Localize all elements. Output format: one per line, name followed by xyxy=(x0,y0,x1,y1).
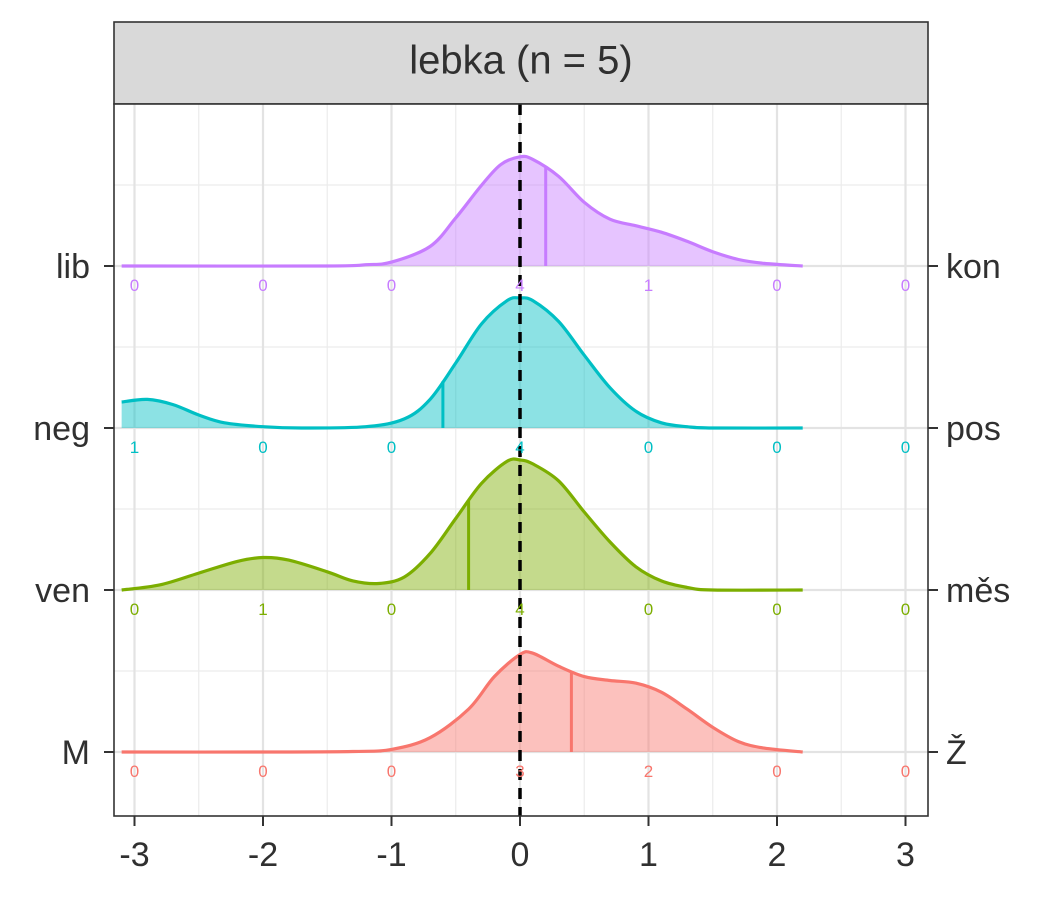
count-label: 0 xyxy=(258,276,267,295)
y-label-right: Ž xyxy=(946,734,967,772)
count-label: 0 xyxy=(258,762,267,781)
y-label-left: neg xyxy=(33,410,90,448)
ridge-outline xyxy=(121,457,803,592)
count-label: 0 xyxy=(772,438,781,457)
x-tick-label: 1 xyxy=(639,836,658,874)
count-label: 0 xyxy=(258,438,267,457)
count-label: 0 xyxy=(644,600,653,619)
y-label-right: pos xyxy=(946,410,1001,448)
facet-title: lebka (n = 5) xyxy=(409,39,632,83)
ridge-outline xyxy=(121,650,803,754)
y-label-left: M xyxy=(62,734,90,772)
ridge-ven xyxy=(121,457,803,592)
x-tick-label: -1 xyxy=(376,836,406,874)
ridge-lib xyxy=(121,154,803,268)
count-label: 0 xyxy=(772,762,781,781)
count-label: 0 xyxy=(387,438,396,457)
ridge-fill xyxy=(121,459,803,591)
ridge-fill xyxy=(121,297,803,429)
count-label: 1 xyxy=(644,276,653,295)
count-labels: 0 0 0 3 2 0 0 0 1 0 4 0 0 0 1 0 0 4 0 0 0 0 0 0 4 1 0 0 xyxy=(130,276,910,781)
count-label: 0 xyxy=(130,762,139,781)
count-label: 0 xyxy=(901,438,910,457)
count-label: 1 xyxy=(258,600,267,619)
y-label-right: měs xyxy=(946,572,1010,610)
facet-strip xyxy=(113,21,929,105)
x-tick-label: -3 xyxy=(119,836,149,874)
count-label: 2 xyxy=(644,762,653,781)
count-label: 0 xyxy=(387,762,396,781)
ridge-outline xyxy=(121,154,803,268)
ridge-outline xyxy=(121,296,803,430)
ridge-M xyxy=(121,650,803,754)
count-label: 0 xyxy=(387,276,396,295)
count-label: 0 xyxy=(772,276,781,295)
count-label: 0 xyxy=(901,762,910,781)
count-label: 3 xyxy=(515,762,524,781)
x-tick-label: 0 xyxy=(511,836,530,874)
count-label: 0 xyxy=(130,600,139,619)
count-label: 0 xyxy=(387,600,396,619)
x-tick-label: 2 xyxy=(768,836,787,874)
x-tick-label: -2 xyxy=(248,836,278,874)
count-label: 0 xyxy=(644,438,653,457)
count-label: 0 xyxy=(901,600,910,619)
y-label-right: kon xyxy=(946,248,1001,286)
ridge-series xyxy=(121,154,803,754)
ridge-neg xyxy=(121,296,803,430)
ridge-fill xyxy=(121,651,803,753)
y-label-left: ven xyxy=(35,572,90,610)
count-label: 4 xyxy=(515,600,524,619)
y-label-left: lib xyxy=(56,248,90,286)
count-label: 1 xyxy=(130,438,139,457)
count-label: 4 xyxy=(515,438,524,457)
count-label: 4 xyxy=(515,276,524,295)
count-label: 0 xyxy=(901,276,910,295)
x-tick-label: 3 xyxy=(896,836,915,874)
count-label: 0 xyxy=(772,600,781,619)
count-label: 0 xyxy=(130,276,139,295)
